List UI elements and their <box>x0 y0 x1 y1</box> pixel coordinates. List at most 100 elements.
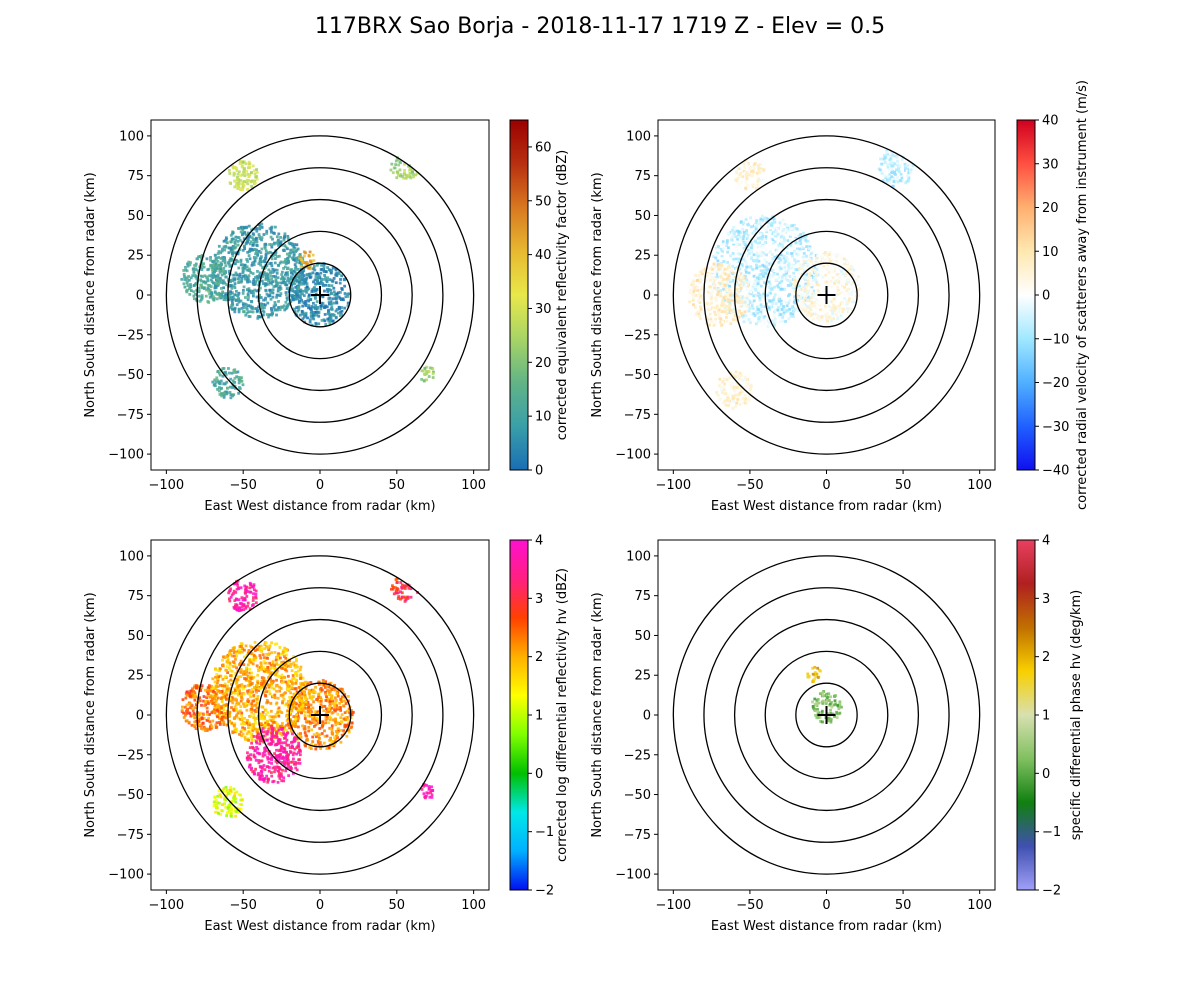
echo-pixel <box>809 259 813 263</box>
echo-pixel <box>816 289 820 293</box>
echo-pixel <box>324 718 328 722</box>
echo-pixel <box>275 271 279 275</box>
echo-pixel <box>290 679 293 683</box>
echo-pixel <box>751 185 755 189</box>
echo-pixel <box>744 181 748 185</box>
echo-pixel <box>727 270 731 274</box>
echo-pixel <box>734 370 738 374</box>
echo-pixel <box>336 295 340 299</box>
echo-pixel <box>251 261 254 265</box>
y-tick-label: 50 <box>127 209 144 224</box>
echo-pixel <box>770 231 774 235</box>
echo-pixel <box>273 301 277 304</box>
echo-pixel <box>799 293 803 296</box>
echo-pixel <box>252 238 255 242</box>
echo-pixel <box>432 370 435 374</box>
echo-pixel <box>239 174 242 177</box>
echo-pixel <box>743 165 747 169</box>
echo-pixel <box>808 282 812 286</box>
echo-pixel <box>209 278 213 282</box>
echo-pixel <box>745 306 749 310</box>
echo-pixel <box>753 230 757 233</box>
echo-pixel <box>230 259 233 262</box>
echo-pixel <box>888 173 892 176</box>
x-tick-label: 50 <box>895 478 912 493</box>
echo-pixel <box>294 250 298 253</box>
echo-pixel <box>255 289 259 293</box>
echo-pixel <box>284 262 288 266</box>
echo-pixel <box>227 298 231 302</box>
echo-pixel <box>243 263 246 267</box>
echo-pixel <box>275 282 279 285</box>
echo-pixel <box>193 297 196 301</box>
echo-pixel <box>818 254 821 258</box>
echo-pixel <box>233 179 236 183</box>
echo-pixel <box>233 278 237 282</box>
echo-pixel <box>740 374 743 377</box>
echo-pixel <box>270 257 274 261</box>
echo-pixel <box>301 676 305 680</box>
echo-pixel <box>712 276 716 280</box>
echo-pixel <box>797 290 800 293</box>
y-tick-label: 25 <box>634 249 651 264</box>
echo-pixel <box>278 288 282 292</box>
echo-pixel <box>223 257 227 261</box>
echo-pixel <box>347 721 351 725</box>
echo-pixel <box>307 295 311 299</box>
echo-pixel <box>215 673 219 676</box>
echo-pixel <box>281 275 284 279</box>
echo-pixel <box>714 256 718 260</box>
echo-pixel <box>229 306 233 309</box>
echo-pixel <box>829 251 832 254</box>
echo-pixel <box>280 270 284 274</box>
echo-pixel <box>228 391 232 394</box>
echo-pixel <box>779 318 783 322</box>
echo-pixel <box>296 710 300 714</box>
echo-pixel <box>727 372 731 375</box>
echo-pixel <box>814 301 818 305</box>
echo-pixel <box>760 244 763 248</box>
echo-pixel <box>724 272 728 276</box>
echo-pixel <box>766 217 770 221</box>
echo-pixel <box>760 172 764 175</box>
echo-pixel <box>826 312 830 316</box>
echo-pixel <box>276 731 280 735</box>
echo-pixel <box>246 663 250 667</box>
echo-pixel <box>260 247 264 251</box>
echo-pixel <box>813 298 817 301</box>
echo-pixel <box>306 681 310 685</box>
echo-pixel <box>886 175 890 178</box>
echo-pixel <box>883 157 886 161</box>
echo-pixel <box>837 302 840 305</box>
echo-pixel <box>182 282 186 286</box>
echo-pixel <box>750 319 754 323</box>
echo-pixel <box>699 270 703 274</box>
echo-pixel <box>294 278 298 281</box>
echo-pixel <box>235 289 238 293</box>
echo-pixel <box>284 653 288 657</box>
echo-pixel <box>331 740 335 743</box>
echo-pixel <box>284 293 288 297</box>
echo-pixel <box>719 284 723 288</box>
echo-pixel <box>346 695 350 698</box>
echo-pixel <box>725 312 729 316</box>
plot-area <box>165 555 475 875</box>
echo-pixel <box>798 288 802 291</box>
echo-pixel <box>753 223 757 227</box>
echo-pixel <box>820 318 824 321</box>
echo-pixel <box>718 291 722 295</box>
echo-pixel <box>815 280 819 284</box>
echo-pixel <box>237 310 241 314</box>
echo-pixel <box>237 308 241 312</box>
echo-pixel <box>703 271 707 275</box>
echo-pixel <box>777 256 781 260</box>
echo-pixel <box>247 175 251 178</box>
echo-pixel <box>303 714 307 718</box>
echo-pixel <box>242 663 246 666</box>
echo-pixel <box>883 154 886 157</box>
echo-pixel <box>786 228 790 232</box>
echo-pixel <box>280 277 283 281</box>
echo-pixel <box>329 699 332 703</box>
colorbar-label: corrected equivalent reflectivity factor… <box>555 150 570 441</box>
colorbar-tick-label: 60 <box>535 140 552 155</box>
